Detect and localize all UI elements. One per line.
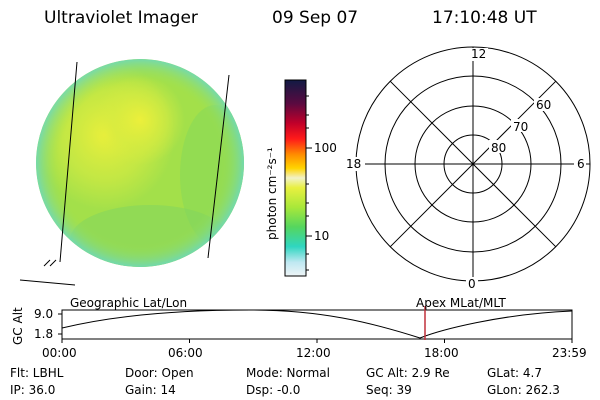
filter-status: Flt: LBHL [10, 366, 64, 380]
gain-status: Gain: 14 [125, 383, 176, 397]
earth-disk [36, 59, 244, 267]
colorbar-label-100: 100 [314, 141, 337, 155]
timeline-xtick-2359: 23:59 [552, 346, 587, 360]
glon-status: GLon: 262.3 [487, 383, 560, 397]
timeline-left-title: Geographic Lat/Lon [70, 296, 188, 310]
lat-label-70: 70 [513, 120, 529, 134]
seq-status: Seq: 39 [366, 383, 412, 397]
time-label: 17:10:48 UT [432, 8, 537, 28]
horizon-mark [19, 279, 76, 286]
door-status: Door: Open [125, 366, 194, 380]
timeline-ytick-9: 9.0 [34, 307, 54, 321]
gc-alt-status: GC Alt: 2.9 Re [366, 366, 450, 380]
terminator-line-right [207, 74, 230, 259]
timeline-ytick-1-8: 1.8 [34, 327, 54, 341]
altitude-curve [61, 309, 573, 339]
mlt-label-18: 18 [346, 157, 362, 171]
timeline-right-title: Apex MLat/MLT [416, 296, 506, 310]
app-title: Ultraviolet Imager [44, 8, 198, 28]
timeline-xtick-0000: 00:00 [42, 346, 77, 360]
dsp-status: Dsp: -0.0 [246, 383, 301, 397]
mlt-label-0: 0 [468, 277, 476, 291]
lat-label-80: 80 [491, 141, 507, 155]
mlt-label-12: 12 [471, 47, 487, 61]
timeline-y-label: GC Alt [11, 307, 25, 345]
terminator-line-left [59, 61, 78, 263]
mlt-label-6: 6 [577, 157, 585, 171]
timeline-xtick-0600: 06:00 [168, 346, 203, 360]
timeline-xtick-1200: 12:00 [296, 346, 331, 360]
lat-label-60: 60 [536, 98, 552, 112]
date-label: 09 Sep 07 [272, 8, 359, 28]
color-scale-gradient [284, 79, 307, 277]
timeline-xtick-1800: 18:00 [424, 346, 459, 360]
ip-status: IP: 36.0 [10, 383, 56, 397]
glat-status: GLat: 4.7 [487, 366, 542, 380]
mode-status: Mode: Normal [246, 366, 330, 380]
colorbar-label-10: 10 [314, 229, 330, 243]
polar-diagonal-2 [389, 80, 557, 248]
